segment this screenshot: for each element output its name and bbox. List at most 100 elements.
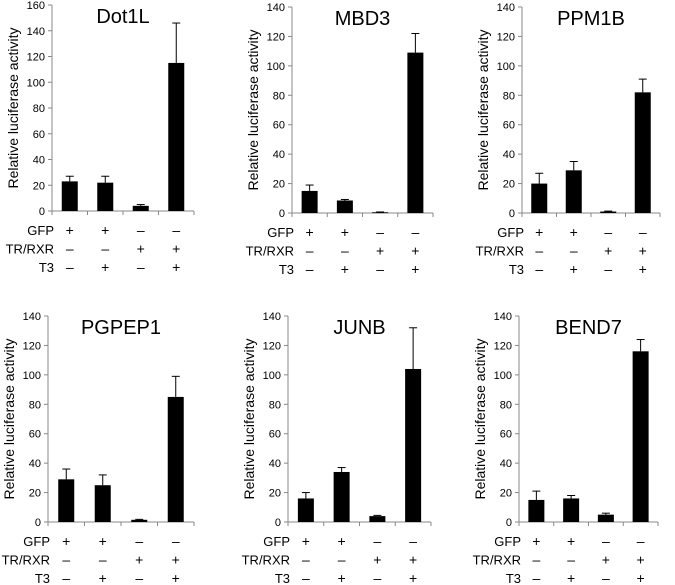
y-tick-label: 100 [263, 370, 281, 382]
condition-mark: – [532, 552, 540, 568]
condition-mark: – [532, 570, 540, 585]
condition-mark: + [411, 261, 419, 277]
condition-mark: + [172, 241, 180, 257]
y-tick-label: 40 [503, 149, 515, 161]
condition-mark: – [376, 261, 384, 277]
y-tick-label: 140 [497, 2, 515, 14]
chart-title: BEND7 [555, 317, 622, 339]
condition-mark: + [99, 570, 107, 585]
condition-mark: + [62, 533, 70, 549]
bar [336, 200, 353, 213]
condition-mark: + [172, 552, 180, 568]
y-tick-label: 140 [27, 26, 45, 38]
y-axis-label: Relative luciferase activity [475, 29, 491, 190]
condition-label-gfp: GFP [494, 534, 521, 549]
condition-mark: + [135, 552, 143, 568]
bar [297, 498, 314, 522]
condition-mark: – [411, 224, 419, 240]
condition-mark: – [341, 243, 349, 259]
condition-label-gfp: GFP [497, 225, 524, 240]
y-tick-label: 120 [27, 52, 45, 64]
condition-label-tr-rxr: TR/RXR [476, 244, 524, 259]
condition-mark: – [172, 533, 180, 549]
bar [97, 182, 114, 211]
condition-mark: + [567, 533, 575, 549]
y-tick-label: 100 [497, 61, 515, 73]
y-tick-label: 100 [267, 61, 285, 73]
condition-mark: – [602, 570, 610, 585]
chart-title: PPM1B [557, 8, 625, 30]
condition-mark: – [338, 552, 346, 568]
bar [94, 485, 111, 522]
y-tick-label: 80 [269, 399, 281, 411]
chart-panel-ppm1b: 0 20 40 60 80 100 120 140 PPM1B Relative lucifera… [475, 2, 661, 277]
condition-mark: – [409, 533, 417, 549]
condition-label-t3: T3 [39, 260, 54, 275]
condition-mark: + [172, 570, 180, 585]
bar [563, 498, 580, 522]
condition-mark: – [172, 222, 180, 238]
condition-mark: + [373, 552, 381, 568]
y-tick-label: 40 [29, 458, 41, 470]
condition-mark: + [137, 241, 145, 257]
chart-panel-bend7: 0 20 40 60 80 100 120 140 BEND7 Relative lucifera… [472, 311, 659, 585]
chart-title: PGPEP1 [81, 317, 161, 339]
y-tick-label: 20 [273, 179, 285, 191]
condition-mark: + [637, 570, 645, 585]
bar [167, 396, 184, 522]
condition-mark: – [373, 570, 381, 585]
y-tick-label: 20 [33, 180, 45, 192]
condition-mark: + [101, 259, 109, 275]
bar [58, 479, 75, 522]
condition-mark: – [604, 224, 612, 240]
condition-label-t3: T3 [35, 571, 50, 585]
condition-mark: + [376, 243, 384, 259]
condition-label-tr-rxr: TR/RXR [473, 553, 521, 568]
y-tick-label: 100 [27, 77, 45, 89]
condition-mark: + [570, 224, 578, 240]
chart-panel-pgpep1: 0 20 40 60 80 100 120 140 PGPEP1 Relative lucifer… [1, 311, 195, 585]
condition-label-tr-rxr: TR/RXR [2, 553, 50, 568]
y-tick-label: 20 [500, 488, 512, 500]
condition-mark: – [637, 533, 645, 549]
bar [531, 183, 548, 213]
condition-mark: – [604, 261, 612, 277]
condition-mark: – [66, 241, 74, 257]
bar [405, 368, 422, 522]
condition-mark: + [302, 533, 310, 549]
y-tick-label: 120 [494, 340, 512, 352]
y-axis-label: Relative luciferase activity [472, 338, 488, 499]
bar [597, 514, 614, 522]
chart-panel-junb: 0 20 40 60 80 100 120 140 JUNB Relative luciferas… [241, 311, 432, 585]
chart-panel-dot1l: 0 20 40 60 80 100 120 140 160 Dot1L Relative lucif… [5, 0, 195, 275]
condition-mark: + [409, 570, 417, 585]
condition-mark: + [411, 243, 419, 259]
condition-label-t3: T3 [506, 571, 521, 585]
condition-mark: + [338, 570, 346, 585]
bar [168, 62, 185, 211]
bar [600, 211, 617, 213]
condition-mark: – [66, 259, 74, 275]
bar [132, 205, 149, 211]
condition-mark: – [570, 243, 578, 259]
chart-panel-mbd3: 0 20 40 60 80 100 120 140 MBD3 Relative luciferas… [245, 2, 434, 277]
y-tick-label: 60 [33, 129, 45, 141]
condition-mark: + [341, 261, 349, 277]
y-tick-label: 0 [509, 208, 515, 220]
condition-label-gfp: GFP [267, 225, 294, 240]
y-tick-label: 160 [27, 0, 45, 12]
condition-mark: – [135, 570, 143, 585]
y-tick-label: 80 [500, 399, 512, 411]
y-axis-label: Relative luciferase activity [5, 27, 21, 188]
condition-mark: + [602, 552, 610, 568]
condition-label-t3: T3 [279, 262, 294, 277]
condition-mark: – [137, 259, 145, 275]
y-tick-label: 60 [29, 429, 41, 441]
y-tick-label: 0 [279, 208, 285, 220]
y-tick-label: 0 [275, 517, 281, 529]
y-tick-label: 60 [269, 429, 281, 441]
condition-mark: – [602, 533, 610, 549]
condition-mark: + [172, 259, 180, 275]
